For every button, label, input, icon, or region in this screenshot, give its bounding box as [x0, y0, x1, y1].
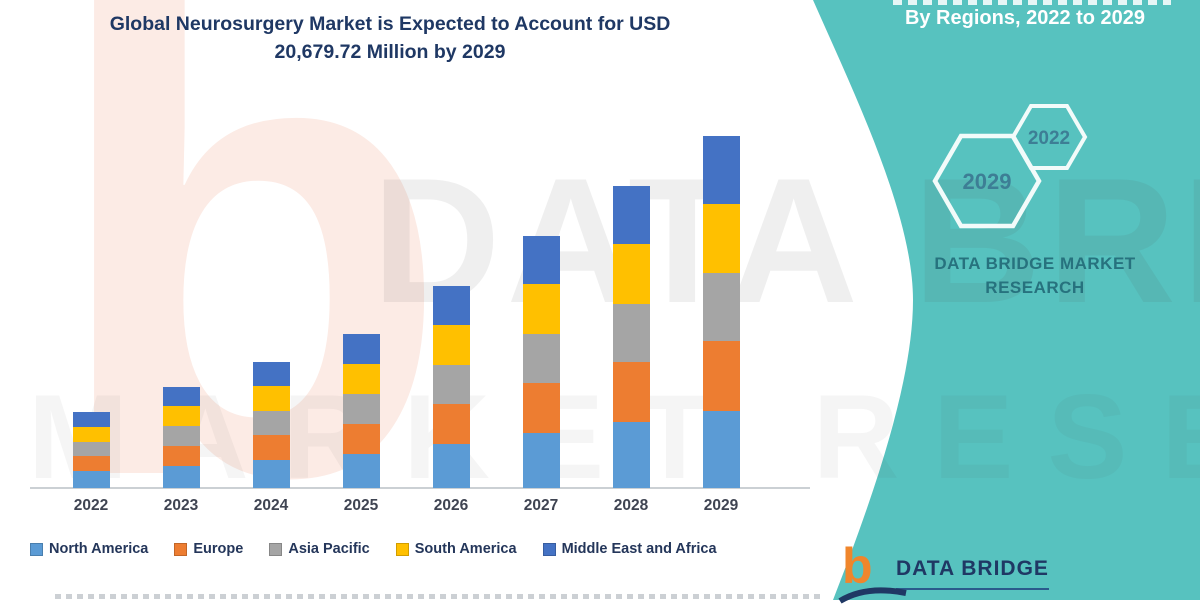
bar-segment-2023-asia-pacific [162, 426, 200, 446]
bar-segment-2028-middle-east-and-africa [612, 185, 650, 244]
bar-segment-2024-south-america [252, 386, 290, 412]
bar-segment-2026-asia-pacific [432, 364, 470, 404]
data-bridge-logo: b DATA BRIDGE [838, 538, 1049, 604]
legend-item-asia-pacific: Asia Pacific [269, 541, 370, 557]
bar-segment-2029-middle-east-and-africa [702, 136, 740, 204]
logo-b-icon: b [842, 538, 873, 594]
teal-side-panel [813, 0, 1200, 600]
bar-segment-2027-north-america [522, 432, 560, 488]
legend-marker-icon [30, 542, 43, 556]
bar-segment-2025-south-america [342, 363, 380, 395]
legend-label: Middle East and Africa [561, 541, 717, 557]
bar-segment-2028-europe [612, 362, 650, 422]
legend-label: North America [49, 541, 149, 557]
legend-marker-icon [542, 542, 556, 556]
legend-item-middle-east-and-africa: Middle East and Africa [542, 541, 717, 557]
bar-segment-2026-south-america [432, 324, 470, 365]
bar-segment-2026-europe [432, 403, 470, 444]
bar-segment-2025-north-america [342, 454, 380, 488]
x-axis-line [30, 487, 810, 489]
legend-label: Asia Pacific [288, 541, 370, 557]
bar-segment-2029-south-america [702, 203, 740, 274]
logo-swoosh-icon [838, 587, 907, 604]
chart-title-line1: Global Neurosurgery Market is Expected t… [109, 13, 671, 35]
x-axis-label-2026: 2026 [433, 497, 469, 514]
logo-letter-watermark: b [48, 0, 452, 613]
chart-title-line2: 20,679.72 Million by 2029 [274, 41, 506, 63]
bar-segment-2025-asia-pacific [342, 394, 380, 424]
panel-subtitle: By Regions, 2022 to 2029 [904, 7, 1146, 29]
x-axis-label-2024: 2024 [253, 497, 289, 514]
logo-text: DATA BRIDGE [896, 557, 1049, 590]
brand-caption-line1: DATA BRIDGE MARKET [934, 254, 1136, 273]
bar-segment-2024-europe [252, 435, 290, 461]
bar-segment-2029-europe [702, 341, 740, 411]
bar-segment-2025-europe [342, 423, 380, 455]
x-axis-label-2029: 2029 [703, 497, 739, 514]
x-axis-label-2022: 2022 [73, 497, 109, 514]
x-axis-label-2027: 2027 [523, 497, 559, 514]
clipped-heading-text [893, 0, 1171, 5]
bar-segment-2027-europe [522, 382, 560, 433]
bar-segment-2024-north-america [252, 460, 290, 488]
bar-segment-2024-middle-east-and-africa [252, 361, 290, 387]
legend-marker-icon [174, 542, 188, 556]
bar-segment-2023-north-america [162, 465, 200, 488]
bar-segment-2028-north-america [612, 421, 650, 488]
bar-segment-2022-europe [72, 456, 110, 472]
x-axis-label-2023: 2023 [163, 497, 199, 514]
brand-text-watermark-line1: DATA BRIDGE [372, 141, 1200, 340]
bar-segment-2026-middle-east-and-africa [432, 285, 470, 325]
legend-marker-icon [395, 542, 409, 556]
bar-segment-2025-middle-east-and-africa [342, 333, 380, 364]
bar-segment-2023-south-america [162, 406, 200, 427]
brand-caption-line2: RESEARCH [985, 278, 1085, 297]
legend-item-south-america: South America [395, 541, 517, 557]
legend-marker-icon [269, 542, 283, 556]
bar-segment-2029-asia-pacific [702, 273, 740, 342]
chart-legend: North America Europe Asia Pacific South Ame… [30, 541, 717, 557]
x-axis-label-2028: 2028 [613, 497, 649, 514]
bar-segment-2029-north-america [702, 410, 740, 488]
infographic-page: { "title": { "line1": "Global Neurosurge… [30, 0, 1200, 613]
bar-segment-2026-north-america [432, 443, 470, 488]
bar-segment-2028-south-america [612, 243, 650, 304]
legend-label: Europe [193, 541, 244, 557]
legend-item-europe: Europe [174, 541, 243, 557]
bar-segment-2023-europe [162, 445, 200, 466]
clipped-source-text [55, 594, 820, 599]
bar-segment-2022-asia-pacific [72, 441, 110, 457]
bar-segment-2028-asia-pacific [612, 303, 650, 363]
bar-segment-2027-asia-pacific [522, 334, 560, 383]
bar-segment-2022-south-america [72, 426, 110, 442]
chart-title: Global Neurosurgery Market is Expected t… [45, 10, 735, 66]
bar-segment-2022-north-america [72, 471, 110, 488]
bar-segment-2024-asia-pacific [252, 411, 290, 436]
legend-item-north-america: North America [30, 541, 148, 557]
bar-segment-2027-middle-east-and-africa [522, 236, 560, 285]
stacked-bar-chart: 2022 2023 2024 2025 2026 2027 2028 2029 [72, 136, 740, 514]
bar-segment-2023-middle-east-and-africa [162, 386, 200, 407]
logo-b-mark: b [838, 538, 907, 604]
brand-caption: DATA BRIDGE MARKET RESEARCH [905, 252, 1165, 300]
bar-segment-2027-south-america [522, 284, 560, 335]
bar-segment-2022-middle-east-and-africa [72, 411, 110, 427]
x-axis-label-2025: 2025 [343, 497, 379, 514]
legend-label: South America [414, 541, 517, 557]
